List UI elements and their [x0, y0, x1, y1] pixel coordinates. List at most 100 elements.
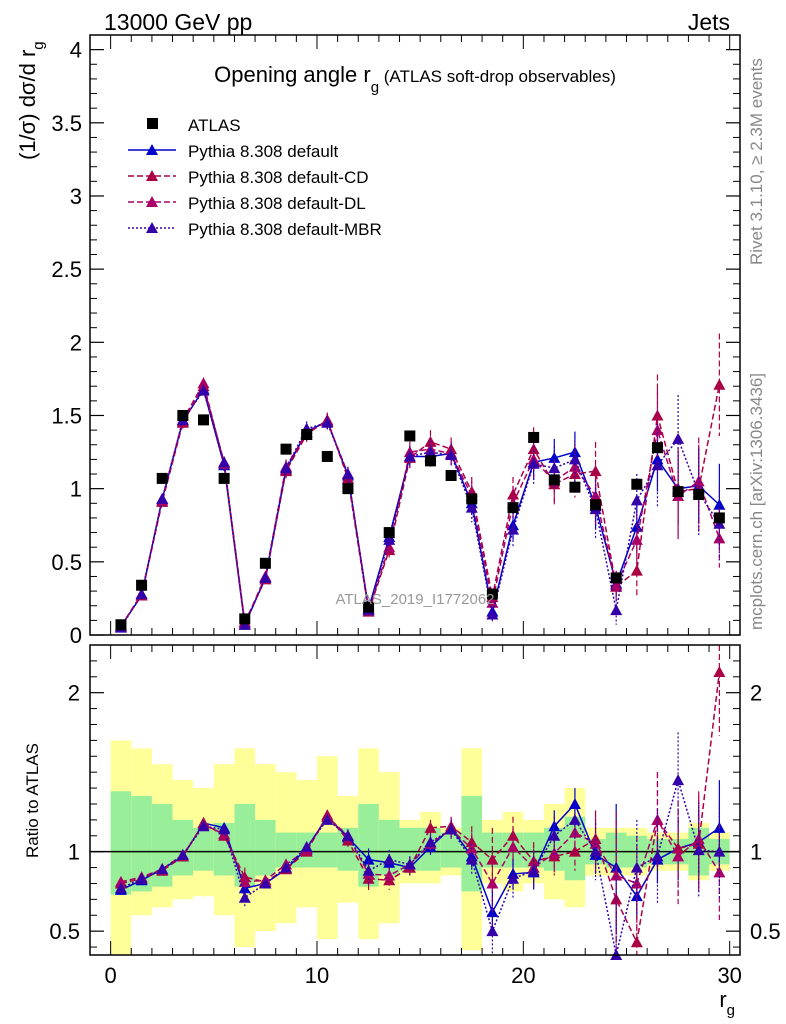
ratio-point	[651, 850, 664, 862]
data-point	[301, 429, 313, 441]
ratio-point	[176, 848, 189, 860]
mc-point	[383, 533, 396, 545]
band-inner	[337, 827, 359, 871]
data-point	[651, 442, 663, 454]
y-tick-label: 1	[70, 477, 82, 502]
ratio-y-tick-label-right: 2	[750, 681, 762, 706]
ratio-point	[507, 829, 520, 841]
x-tick-label: 30	[717, 963, 741, 988]
ratio-point	[259, 877, 272, 889]
ratio-y-tick-label: 1	[68, 840, 80, 865]
y-tick-label: 0	[70, 623, 82, 648]
data-point	[383, 527, 395, 539]
mc-point	[507, 523, 520, 535]
ratio-point	[424, 836, 437, 848]
chart-title-sub: g	[371, 79, 379, 96]
data-point	[713, 512, 725, 524]
data-point	[548, 474, 560, 486]
ratio-point	[548, 829, 561, 841]
series-line	[120, 381, 721, 627]
data-point	[569, 481, 581, 493]
band-inner	[213, 823, 235, 876]
legend-label: Pythia 8.308 default-DL	[188, 194, 366, 213]
legend: ATLAS Pythia 8.308 default Pythia 8.308 de…	[128, 116, 382, 239]
header-right: Jets	[688, 9, 730, 35]
data-point	[342, 483, 354, 495]
data-point	[424, 455, 436, 467]
band-inner	[172, 819, 194, 876]
ratio-point	[403, 858, 416, 870]
data-point	[259, 557, 271, 569]
y-axis-label-main: (1/σ) dσ/d r	[15, 50, 40, 160]
mc-point	[713, 532, 726, 544]
ratio-point	[486, 925, 499, 937]
ratio-point	[445, 823, 458, 835]
mc-point	[486, 608, 499, 620]
ratio-point	[238, 891, 251, 903]
mc-point	[280, 462, 293, 474]
mc-point	[589, 489, 602, 501]
legend-marker	[146, 222, 158, 233]
mc-point	[445, 449, 458, 460]
chart-title-main: Opening angle r	[214, 62, 371, 87]
data-point	[693, 489, 705, 501]
x-tick-label: 10	[305, 963, 329, 988]
data-point	[486, 588, 498, 600]
mcplots-label: mcplots.cern.ch [arXiv:1306.3436]	[747, 373, 766, 630]
mc-point	[630, 564, 643, 576]
ratio-y-tick-label-right: 0.5	[750, 919, 781, 944]
ratio-point	[692, 844, 705, 856]
legend-marker	[147, 118, 158, 129]
y-tick-label: 2.5	[51, 257, 82, 282]
band-inner	[110, 791, 132, 895]
ratio-point	[238, 875, 251, 887]
data-point	[631, 478, 643, 490]
rivet-label: Rivet 3.1.10, ≥ 2.3M events	[747, 58, 766, 265]
data-point	[466, 493, 478, 505]
band-inner	[440, 832, 462, 868]
ratio-y-tick-label-right: 1	[750, 840, 762, 865]
ratio-point	[527, 864, 540, 876]
y-tick-label: 4	[70, 38, 82, 63]
ratio-series-3	[114, 732, 726, 960]
band-inner	[399, 827, 421, 871]
data-point	[218, 472, 230, 484]
ratio-point	[568, 826, 581, 838]
data-point	[156, 472, 168, 484]
ratio-line	[120, 777, 720, 956]
data-point	[115, 619, 127, 631]
legend-item: ATLAS	[147, 116, 241, 135]
y-tick-label: 1.5	[51, 403, 82, 428]
data-point	[239, 613, 251, 625]
ratio-point	[300, 840, 313, 852]
ratio-point	[630, 936, 643, 948]
band-inner	[131, 796, 152, 892]
ratio-point	[280, 861, 293, 873]
ratio-point	[713, 866, 726, 878]
y-axis-label: (1/σ) dσ/d rg	[15, 41, 47, 160]
series-0	[115, 409, 725, 631]
ratio-point	[321, 813, 334, 825]
data-point	[610, 572, 622, 584]
ratio-point	[486, 877, 499, 889]
ratio-point	[672, 774, 685, 786]
legend-marker	[146, 144, 158, 155]
data-point	[445, 469, 457, 481]
data-point	[590, 499, 602, 511]
mc-point	[197, 384, 210, 396]
mc-point	[465, 501, 478, 513]
band-inner	[316, 832, 338, 868]
ratio-point	[568, 797, 581, 809]
ratio-point	[218, 823, 231, 835]
mc-point	[610, 604, 623, 616]
y-tick-label: 2	[70, 330, 82, 355]
mc-point	[672, 432, 685, 444]
data-point	[177, 409, 189, 421]
legend-label: Pythia 8.308 default-MBR	[188, 220, 382, 239]
mc-point	[568, 460, 581, 472]
ratio-point	[114, 882, 127, 894]
watermark: ATLAS_2019_I1772062	[335, 591, 494, 608]
ratio-point	[589, 845, 602, 857]
mc-point	[548, 462, 561, 474]
